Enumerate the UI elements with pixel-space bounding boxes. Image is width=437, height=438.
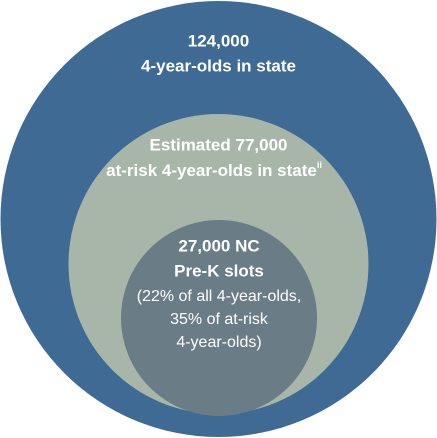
- middle-number: Estimated 77,000: [150, 135, 288, 154]
- footnote-marker: ii: [317, 160, 322, 170]
- middle-label-text: at-risk 4-year-olds in state: [106, 161, 317, 180]
- outer-label: 4-year-olds in state: [141, 56, 296, 75]
- inner-detail: 35% of at-risk: [170, 311, 269, 328]
- middle-label: at-risk 4-year-olds in stateii: [106, 160, 322, 180]
- inner-label: Pre-K slots: [174, 261, 264, 280]
- inner-detail: (22% of all 4-year-olds,: [137, 288, 302, 305]
- inner-detail: 4-year-olds): [176, 334, 261, 351]
- outer-number: 124,000: [188, 31, 249, 50]
- inner-number: 27,000 NC: [178, 236, 259, 255]
- inner-circle: [121, 220, 317, 416]
